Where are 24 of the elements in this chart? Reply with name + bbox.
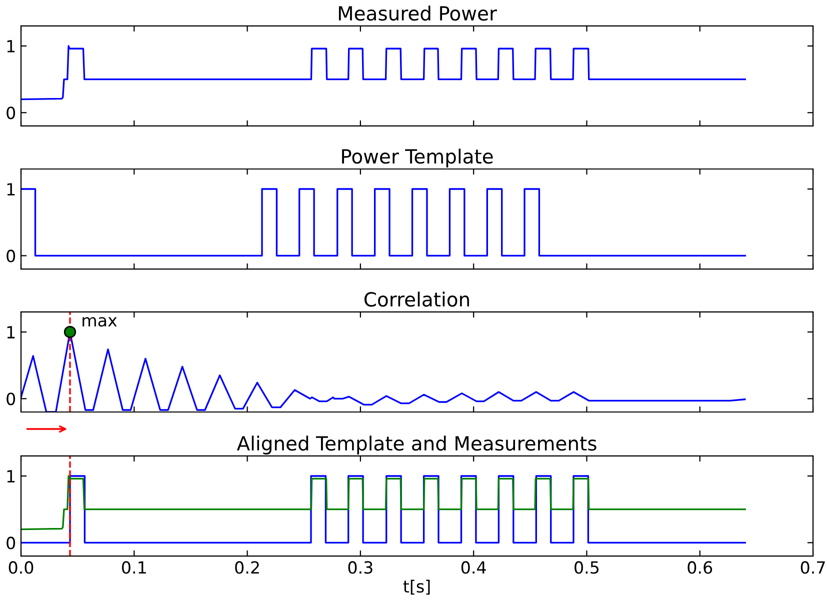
line-series [21, 45, 746, 100]
x-tick-label: 0.4 [461, 561, 486, 574]
chart-title: Aligned Template and Measurements [236, 436, 596, 454]
y-tick-label: 0 [6, 250, 16, 262]
x-tick-label: 0.6 [688, 561, 712, 574]
y-tick-label: 0 [6, 106, 16, 120]
y-tick-label: 1 [7, 183, 15, 196]
x-tick-label: 0.3 [348, 561, 372, 574]
x-tick-label: 0.2 [235, 561, 259, 574]
x-tick-label: 0.1 [122, 561, 146, 574]
chart-title: Measured Power [338, 6, 497, 21]
chart-title: Correlation [364, 292, 469, 307]
line-series [21, 475, 746, 530]
y-tick-label: 1 [7, 326, 15, 338]
y-tick-label: 0 [6, 392, 16, 406]
chart-title: Power Template [342, 148, 493, 168]
x-tick-label: 0.0 [8, 561, 34, 574]
y-tick-label: 0 [6, 536, 16, 550]
annotation: max [82, 317, 117, 327]
x-tick-label: 0.7 [800, 561, 825, 574]
y-tick-label: 1 [7, 40, 15, 52]
x-tick-label: 0.5 [574, 561, 599, 574]
x-axis-title: t[s] [403, 580, 430, 595]
y-tick-label: 1 [7, 470, 15, 482]
